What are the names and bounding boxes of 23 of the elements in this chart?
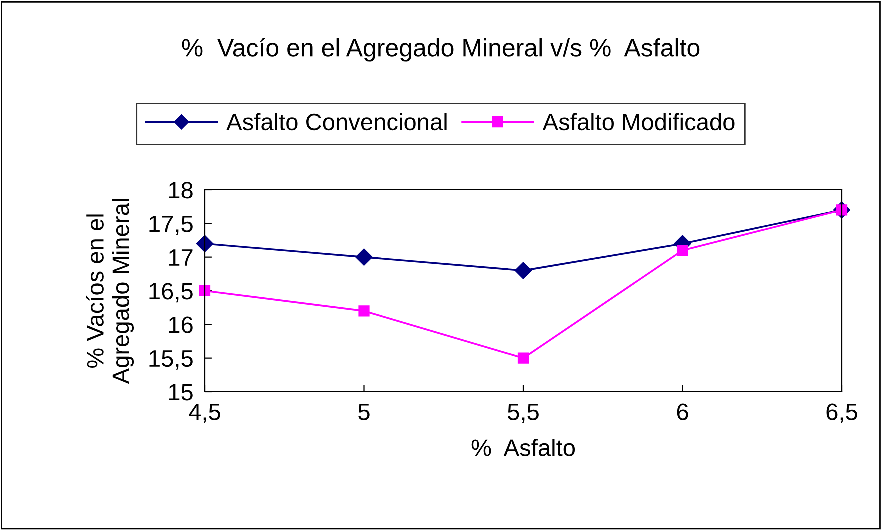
y-tick-label: 17 [169, 250, 193, 266]
point [514, 262, 532, 280]
y-tick-label: 15,5 [150, 350, 193, 370]
y-tick-label: 16 [169, 316, 193, 334]
x-tick-label: 4,5 [189, 404, 220, 424]
y-tick-label: 18 [169, 182, 193, 199]
point [518, 352, 530, 364]
x-tick-label: 5 [358, 404, 370, 420]
x-tick-label: 5,5 [508, 404, 539, 424]
y-axis-title: % Vacíos en el Agregado Mineral [86, 199, 134, 384]
x-tick-label: 6,5 [826, 404, 858, 424]
x-tick-label: 6 [677, 404, 688, 420]
legend-label: Asfalto Modificado [542, 113, 735, 131]
x-axis-title: % Asfalto [472, 439, 576, 456]
point [199, 285, 211, 297]
point [677, 245, 688, 256]
chart-title: % Vacío en el Agregado Mineral v/s % Asfalto [182, 38, 700, 62]
legend-label: Asfalto Convencional [226, 113, 447, 131]
y-tick-label: 15 [169, 384, 193, 401]
y-tick-label: 16,5 [150, 283, 193, 303]
y-tick-label: 17,5 [150, 216, 193, 236]
point [358, 306, 370, 317]
point [356, 248, 373, 266]
